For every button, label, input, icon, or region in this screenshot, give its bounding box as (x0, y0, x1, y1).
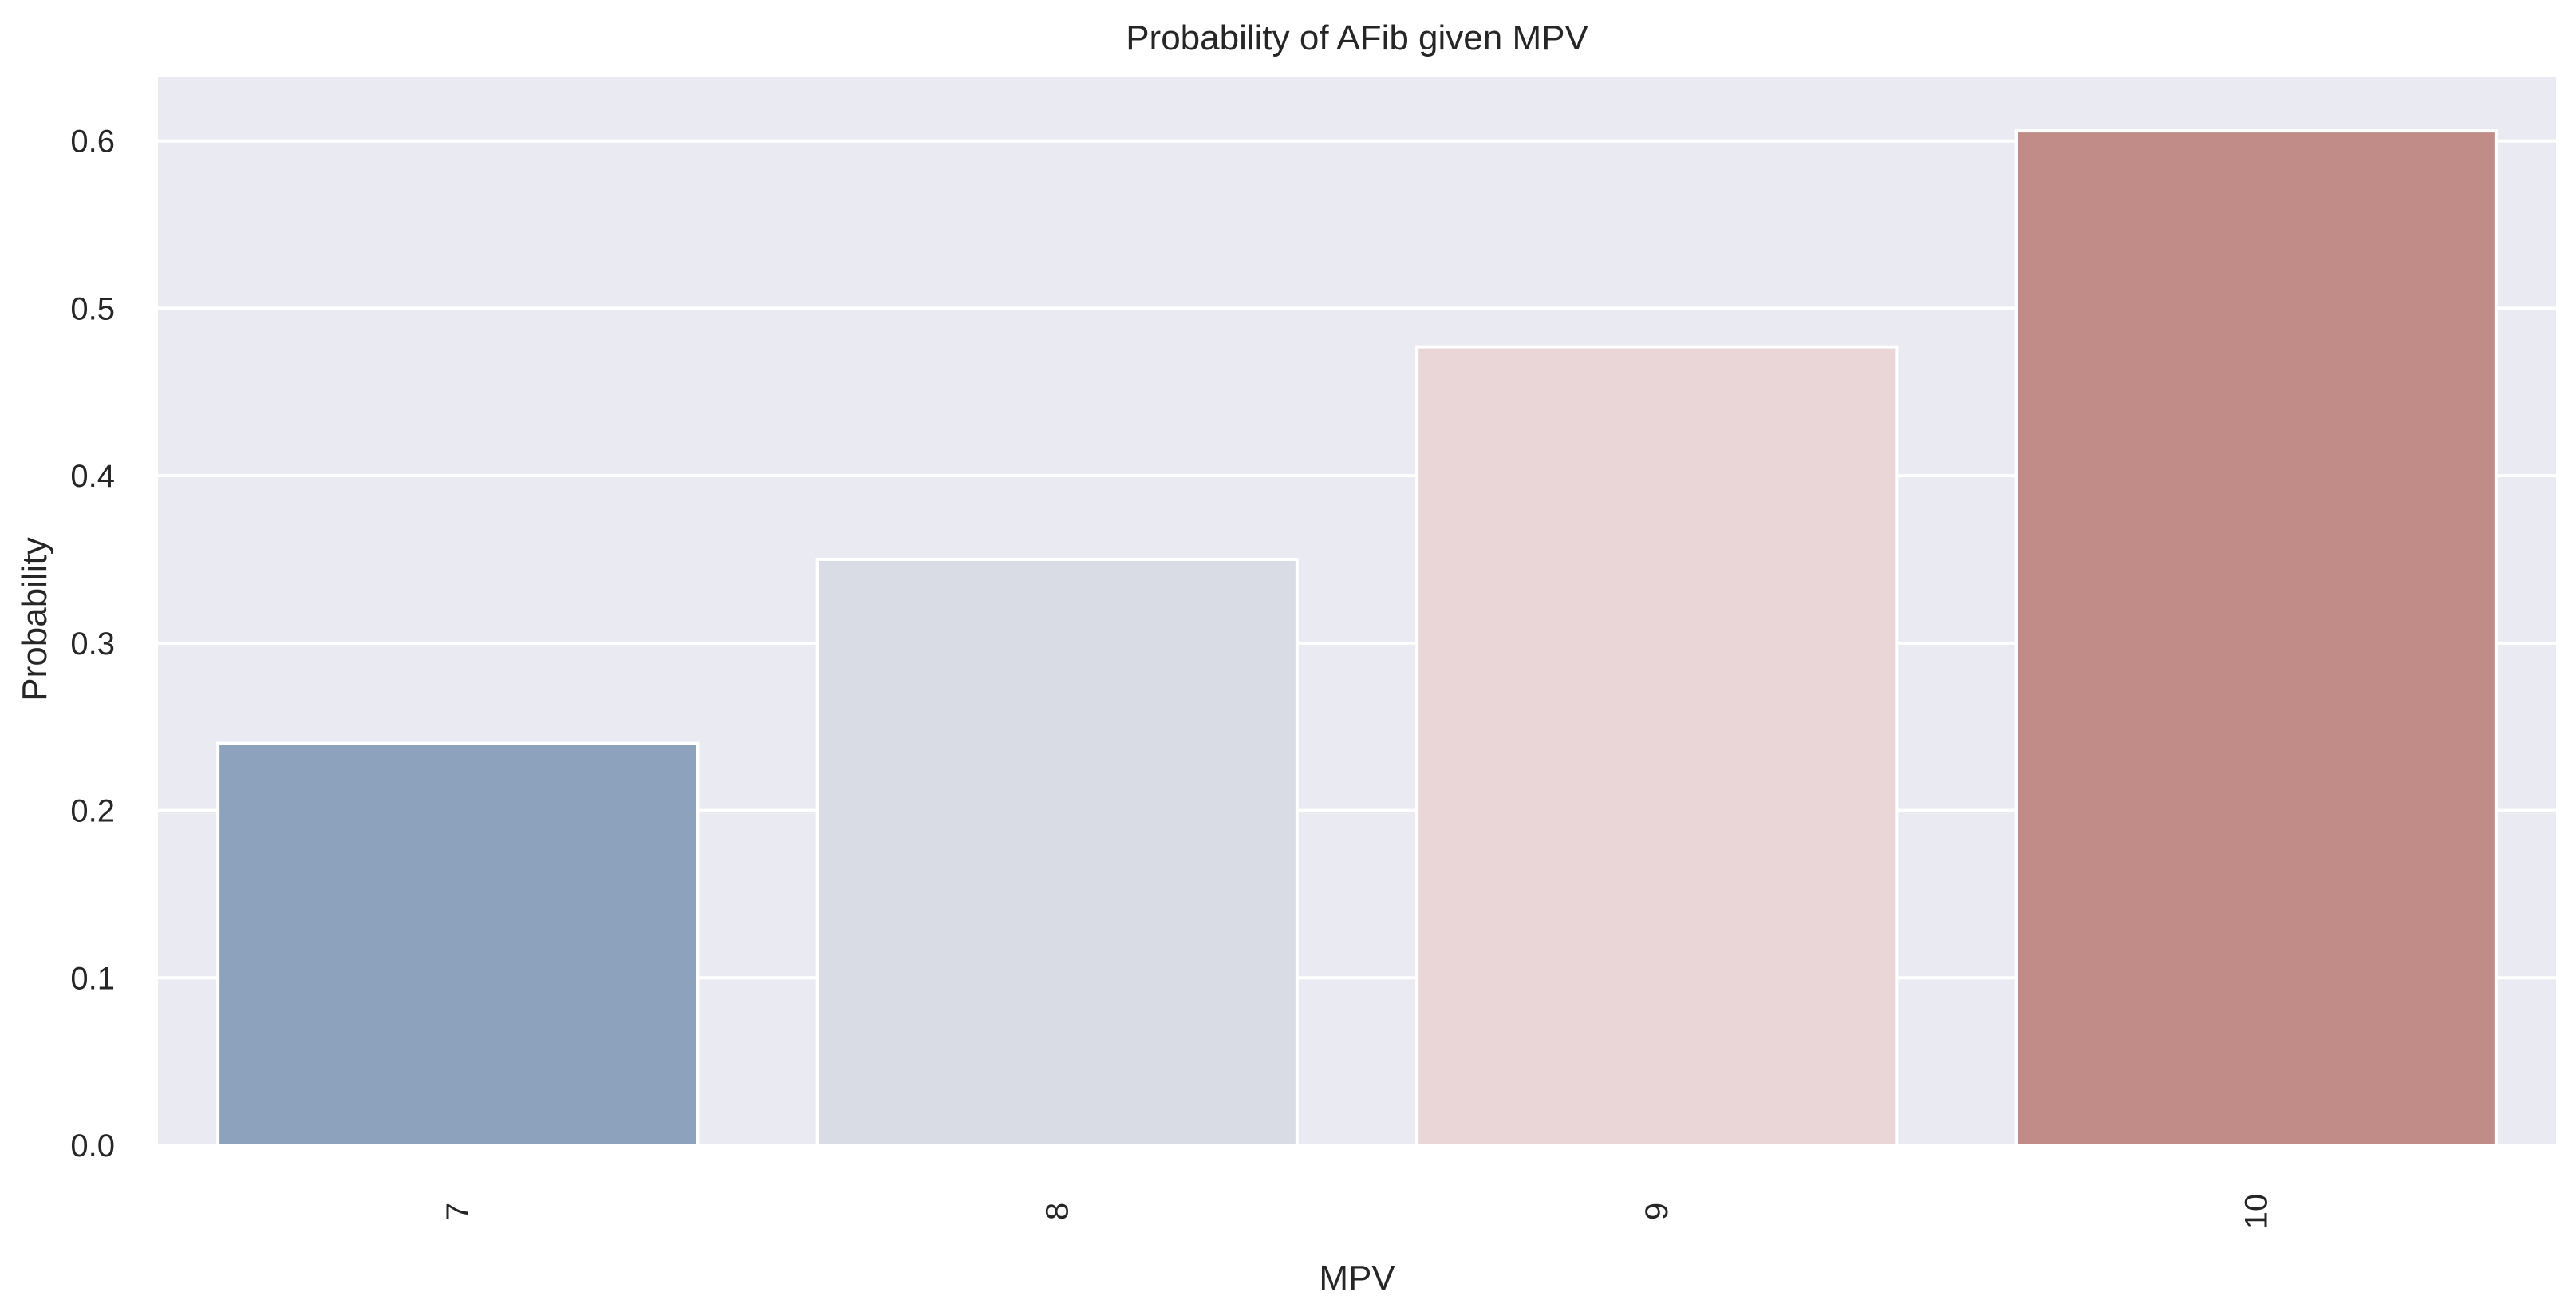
y-tick-label: 0.3 (70, 626, 115, 662)
bar-mpv-8 (815, 557, 1299, 1147)
y-tick-label: 0.4 (70, 459, 115, 494)
bar-mpv-9 (1415, 345, 1899, 1148)
bars (216, 129, 2498, 1148)
y-tick-label: 0.6 (70, 124, 115, 160)
x-tick-labels: 7 8 9 10 (440, 1194, 2274, 1230)
x-tick-label: 7 (440, 1203, 475, 1220)
bar-mpv-10 (2014, 129, 2498, 1147)
y-tick-label: 0.0 (70, 1128, 115, 1164)
x-tick-label: 10 (2239, 1194, 2274, 1230)
x-axis-label: MPV (1319, 1259, 1395, 1298)
y-tick-label: 0.1 (70, 961, 115, 996)
y-tick-label: 0.2 (70, 794, 115, 829)
bar-mpv-7 (216, 741, 700, 1147)
chart-title: Probability of AFib given MPV (1126, 18, 1588, 57)
y-tick-label: 0.5 (70, 291, 115, 326)
y-axis-label: Probability (15, 537, 54, 701)
x-tick-label: 8 (1039, 1203, 1075, 1220)
x-tick-label: 9 (1639, 1203, 1675, 1220)
y-tick-labels: 0.0 0.1 0.2 0.3 0.4 0.5 0.6 (70, 124, 115, 1164)
